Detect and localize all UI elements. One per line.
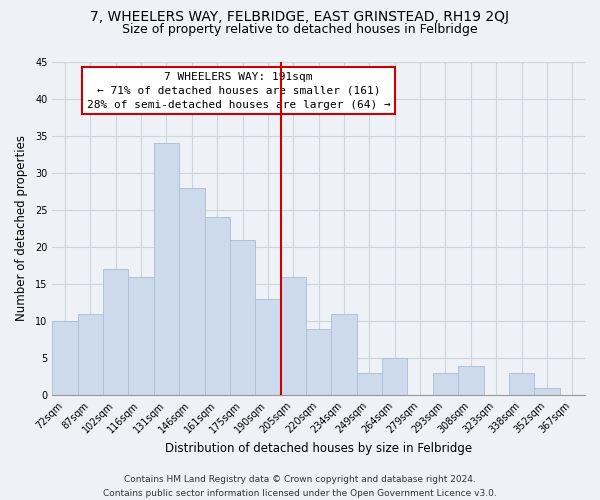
Bar [306,328,331,396]
Text: 7 WHEELERS WAY: 191sqm
← 71% of detached houses are smaller (161)
28% of semi-de: 7 WHEELERS WAY: 191sqm ← 71% of detached… [87,72,391,110]
Bar [382,358,407,396]
Bar [281,276,306,396]
Y-axis label: Number of detached properties: Number of detached properties [15,136,28,322]
Bar [230,240,255,396]
Bar [458,366,484,396]
X-axis label: Distribution of detached houses by size in Felbridge: Distribution of detached houses by size … [165,442,472,455]
Text: Contains HM Land Registry data © Crown copyright and database right 2024.
Contai: Contains HM Land Registry data © Crown c… [103,476,497,498]
Bar [77,314,103,396]
Bar [509,373,534,396]
Bar [205,218,230,396]
Bar [331,314,357,396]
Bar [255,299,281,396]
Bar [179,188,205,396]
Bar [52,321,77,396]
Text: 7, WHEELERS WAY, FELBRIDGE, EAST GRINSTEAD, RH19 2QJ: 7, WHEELERS WAY, FELBRIDGE, EAST GRINSTE… [91,10,509,24]
Bar [534,388,560,396]
Bar [103,269,128,396]
Bar [357,373,382,396]
Bar [128,276,154,396]
Bar [433,373,458,396]
Bar [154,143,179,396]
Text: Size of property relative to detached houses in Felbridge: Size of property relative to detached ho… [122,22,478,36]
